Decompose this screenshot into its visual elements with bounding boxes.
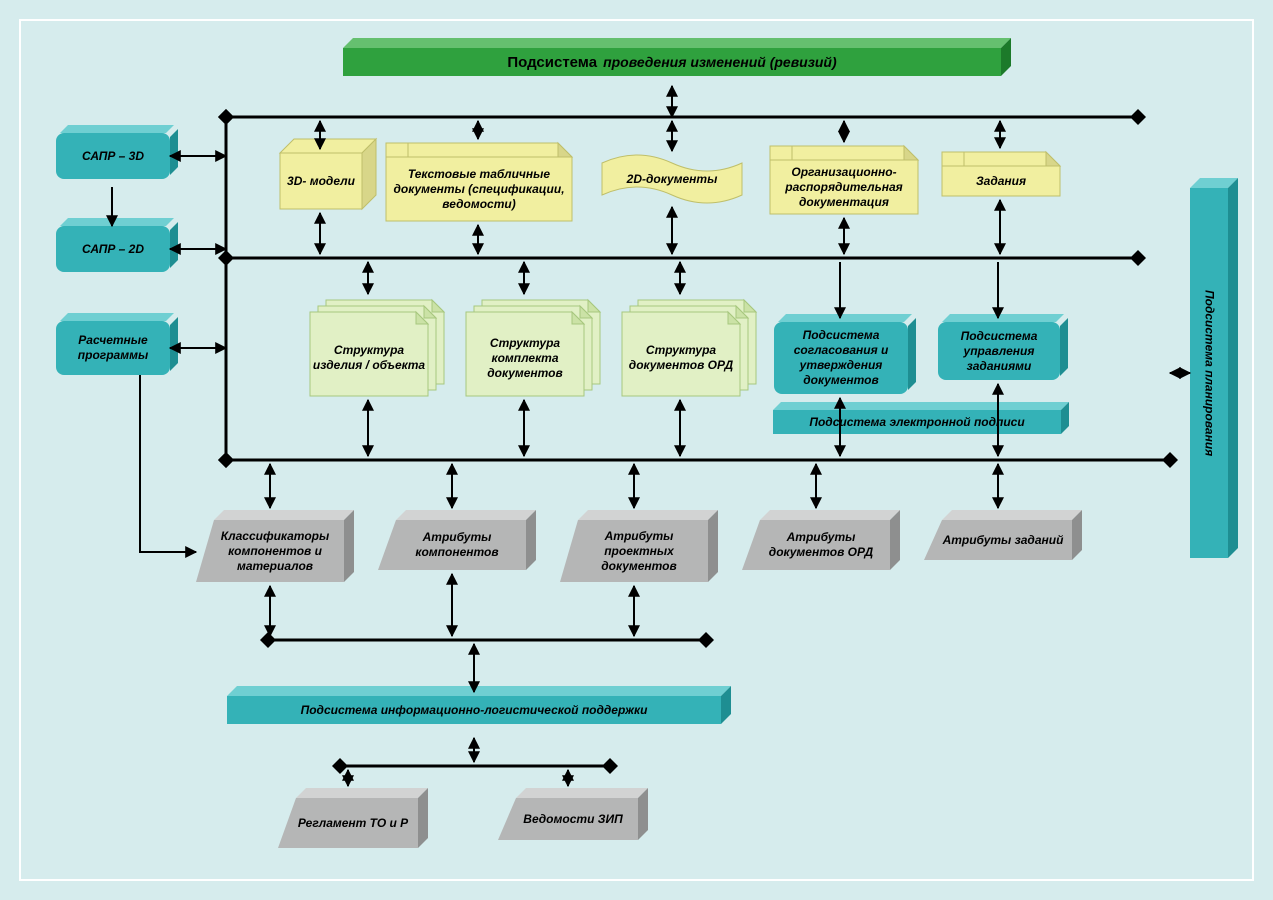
stack-struct_product: Структура изделия / объекта <box>310 320 428 396</box>
box-sapr3d: САПР – 3D <box>56 133 170 179</box>
stack-struct_set: Структура комплекта документов <box>466 320 584 396</box>
gray-attr_comp: Атрибуты компонентов <box>388 520 526 570</box>
box-subsys_tasks: Подсистема управления заданиями <box>938 322 1060 380</box>
doc-3dmodels: 3D- модели <box>280 153 362 209</box>
bar-signature: Подсистема электронной подписи <box>773 410 1061 434</box>
bar-planning: Подсистема планирования <box>1190 188 1228 558</box>
doc-textdocs: Текстовые табличные документы (специфика… <box>386 157 572 221</box>
doc-tasks: Задания <box>942 166 1060 196</box>
gray-vedomosti: Ведомости ЗИП <box>508 798 638 840</box>
bar-top-revisions: Подсистемапроведения изменений (ревизий) <box>343 48 1001 76</box>
gray-classifiers: Классификаторы компонентов и материалов <box>206 520 344 582</box>
gray-attr_projdocs: Атрибуты проектных документов <box>570 520 708 582</box>
box-sapr2d: САПР – 2D <box>56 226 170 272</box>
box-subsys_agree: Подсистема согласования и утверждения до… <box>774 322 908 394</box>
stack-struct_ord: Структура документов ОРД <box>622 320 740 396</box>
gray-reglament: Регламент ТО и Р <box>288 798 418 848</box>
gray-attr_ord: Атрибуты документов ОРД <box>752 520 890 570</box>
gray-attr_tasks: Атрибуты заданий <box>934 520 1072 560</box>
diagram-canvas: { "canvas": { "width": 1273, "height": 9… <box>0 0 1273 900</box>
box-calcprog: Расчетные программы <box>56 321 170 375</box>
bar-logistics: Подсистема информационно-логистической п… <box>227 696 721 724</box>
svg-layer <box>0 0 1273 900</box>
doc-orgdocs: Организационно-распорядительная документ… <box>770 160 918 214</box>
doc-2ddocs: 2D-документы <box>602 155 742 203</box>
